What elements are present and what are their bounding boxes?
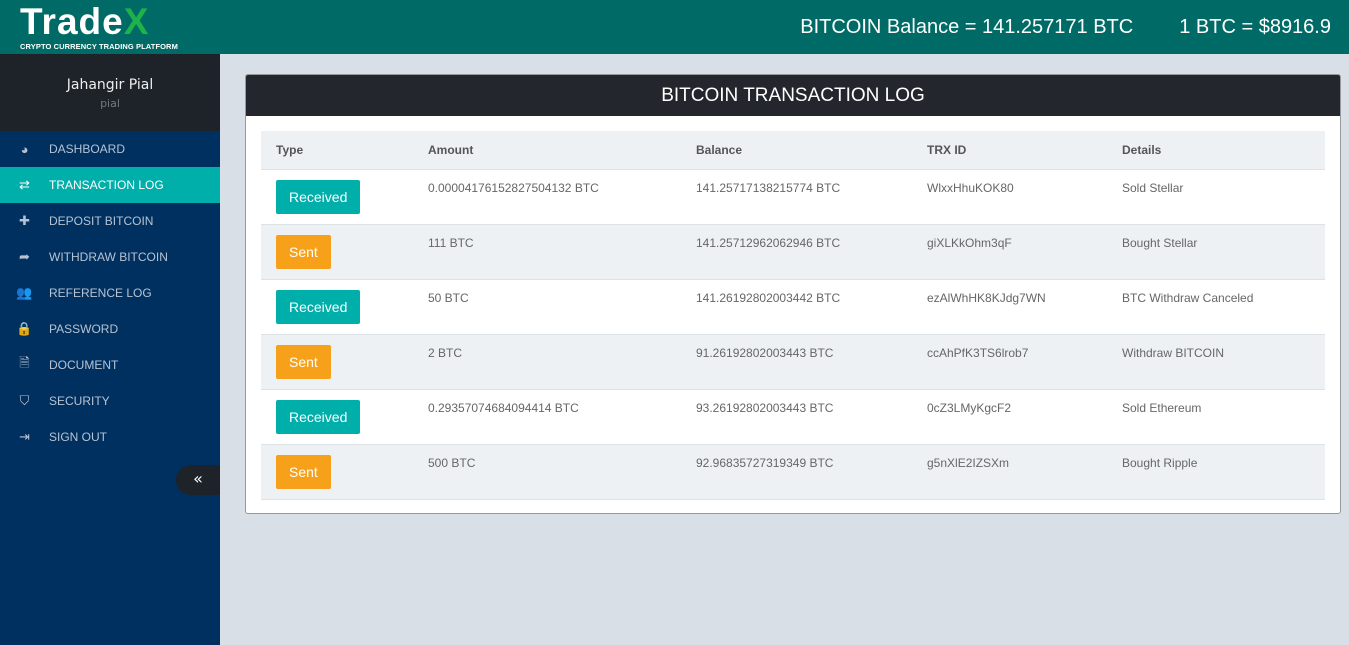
sidebar-item-reference-log[interactable]: 👥 REFERENCE LOG [0, 275, 220, 311]
sidebar-nav: ◕ DASHBOARD ⇄ TRANSACTION LOG ✚ DEPOSIT BITCO… [0, 131, 220, 455]
trx-id-cell: ccAhPfK3TS6lrob7 [912, 334, 1107, 390]
column-header-trx-id: TRX ID [912, 131, 1107, 170]
trx-id-cell: WlxxHhuKOK80 [912, 169, 1107, 225]
logo[interactable]: TradeX CRYPTO CURRENCY TRADING PLATFORM [20, 3, 178, 52]
balance-cell: 92.96835727319349 BTC [681, 444, 912, 500]
trx-id-cell: ezAlWhHK8KJdg7WN [912, 279, 1107, 335]
type-badge-sent[interactable]: Sent [276, 234, 331, 269]
sidebar-item-transaction-log[interactable]: ⇄ TRANSACTION LOG [0, 167, 220, 203]
column-header-type: Type [261, 131, 413, 170]
amount-cell: 0.29357074684094414 BTC [413, 389, 681, 445]
details-cell: Sold Stellar [1107, 169, 1325, 225]
amount-cell: 500 BTC [413, 444, 681, 500]
sidebar-item-password[interactable]: 🔒 PASSWORD [0, 311, 220, 347]
logo-tagline: CRYPTO CURRENCY TRADING PLATFORM [20, 42, 178, 51]
amount-cell: 0.00004176152827504132 BTC [413, 169, 681, 225]
table-row: Sent 500 BTC 92.96835727319349 BTC g5nXl… [261, 444, 1325, 500]
amount-cell: 2 BTC [413, 334, 681, 390]
type-cell: Sent [261, 334, 413, 390]
balance-cell: 91.26192802003443 BTC [681, 334, 912, 390]
balance-cell: 141.25717138215774 BTC [681, 169, 912, 225]
sidebar-item-label: WITHDRAW BITCOIN [49, 250, 168, 264]
user-profile: Jahangir Pial pial [0, 54, 220, 131]
type-badge-rec[interactable]: Received [276, 179, 361, 214]
type-cell: Sent [261, 224, 413, 280]
table-row: Sent 2 BTC 91.26192802003443 BTC ccAhPfK… [261, 334, 1325, 390]
balance-cell: 141.25712962062946 BTC [681, 224, 912, 280]
sidebar-item-label: DEPOSIT BITCOIN [49, 214, 154, 228]
type-cell: Received [261, 389, 413, 445]
sidebar-item-deposit-bitcoin[interactable]: ✚ DEPOSIT BITCOIN [0, 203, 220, 239]
details-cell: Bought Ripple [1107, 444, 1325, 500]
sign-out-icon: ⇥ [19, 429, 30, 444]
btc-rate: 1 BTC = $8916.9 [1179, 16, 1331, 38]
sidebar-item-document[interactable]: 🗎 DOCUMENT [0, 347, 220, 383]
type-badge-sent[interactable]: Sent [276, 454, 331, 489]
sidebar-item-label: DOCUMENT [49, 358, 119, 372]
sidebar: Jahangir Pial pial ◕ DASHBOARD ⇄ TRANSACTIO… [0, 54, 220, 645]
column-header-balance: Balance [681, 131, 912, 170]
transaction-log-panel: BITCOIN TRANSACTION LOG Type Amount Bala… [245, 74, 1341, 514]
sidebar-item-label: SIGN OUT [49, 430, 108, 444]
sidebar-item-label: TRANSACTION LOG [49, 178, 164, 192]
sidebar-item-withdraw-bitcoin[interactable]: ➦ WITHDRAW BITCOIN [0, 239, 220, 275]
details-cell: Withdraw BITCOIN [1107, 334, 1325, 390]
top-bar: TradeX CRYPTO CURRENCY TRADING PLATFORM … [0, 0, 1349, 54]
type-cell: Received [261, 279, 413, 335]
share-icon: ➦ [19, 249, 30, 264]
type-badge-rec[interactable]: Received [276, 289, 361, 324]
exchange-icon: ⇄ [19, 177, 30, 192]
tachometer-icon: ◕ [20, 141, 29, 157]
user-username: pial [100, 97, 120, 110]
logo-text: Trade [20, 1, 124, 42]
user-name: Jahangir Pial [66, 77, 154, 93]
details-cell: Bought Stellar [1107, 224, 1325, 280]
balance-cell: 93.26192802003443 BTC [681, 389, 912, 445]
sidebar-item-sign-out[interactable]: ⇥ SIGN OUT [0, 419, 220, 455]
trx-id-cell: 0cZ3LMyKgcF2 [912, 389, 1107, 445]
file-icon: 🗎 [19, 355, 30, 370]
amount-cell: 50 BTC [413, 279, 681, 335]
panel-title: BITCOIN TRANSACTION LOG [246, 75, 1340, 116]
collapse-sidebar-button[interactable]: « [176, 465, 220, 495]
lock-icon: 🔒 [16, 321, 33, 336]
sidebar-item-label: DASHBOARD [49, 142, 126, 156]
details-cell: BTC Withdraw Canceled [1107, 279, 1325, 335]
sidebar-item-dashboard[interactable]: ◕ DASHBOARD [0, 131, 220, 167]
double-chevron-left-icon: « [193, 469, 203, 488]
balance-cell: 141.26192802003442 BTC [681, 279, 912, 335]
shield-icon: ⛉ [19, 393, 30, 408]
sidebar-item-label: REFERENCE LOG [49, 286, 152, 300]
users-icon: 👥 [16, 285, 33, 300]
type-cell: Received [261, 169, 413, 225]
column-header-details: Details [1107, 131, 1325, 170]
trx-id-cell: g5nXlE2IZSXm [912, 444, 1107, 500]
trx-id-cell: giXLKkOhm3qF [912, 224, 1107, 280]
table-row: Sent 111 BTC 141.25712962062946 BTC giXL… [261, 224, 1325, 280]
logo-accent: X [123, 1, 150, 42]
sidebar-item-security[interactable]: ⛉ SECURITY [0, 383, 220, 419]
table-row: Received 0.29357074684094414 BTC 93.2619… [261, 389, 1325, 445]
transaction-table: Type Amount Balance TRX ID Details Recei… [261, 131, 1325, 500]
plus-icon: ✚ [19, 213, 30, 228]
column-header-amount: Amount [413, 131, 681, 170]
table-row: Received 50 BTC 141.26192802003442 BTC e… [261, 279, 1325, 335]
details-cell: Sold Ethereum [1107, 389, 1325, 445]
sidebar-item-label: PASSWORD [49, 322, 119, 336]
type-badge-sent[interactable]: Sent [276, 344, 331, 379]
bitcoin-balance: BITCOIN Balance = 141.257171 BTC [800, 16, 1134, 38]
table-row: Received 0.00004176152827504132 BTC 141.… [261, 169, 1325, 225]
type-cell: Sent [261, 444, 413, 500]
type-badge-rec[interactable]: Received [276, 399, 361, 434]
amount-cell: 111 BTC [413, 224, 681, 280]
sidebar-item-label: SECURITY [49, 394, 110, 408]
